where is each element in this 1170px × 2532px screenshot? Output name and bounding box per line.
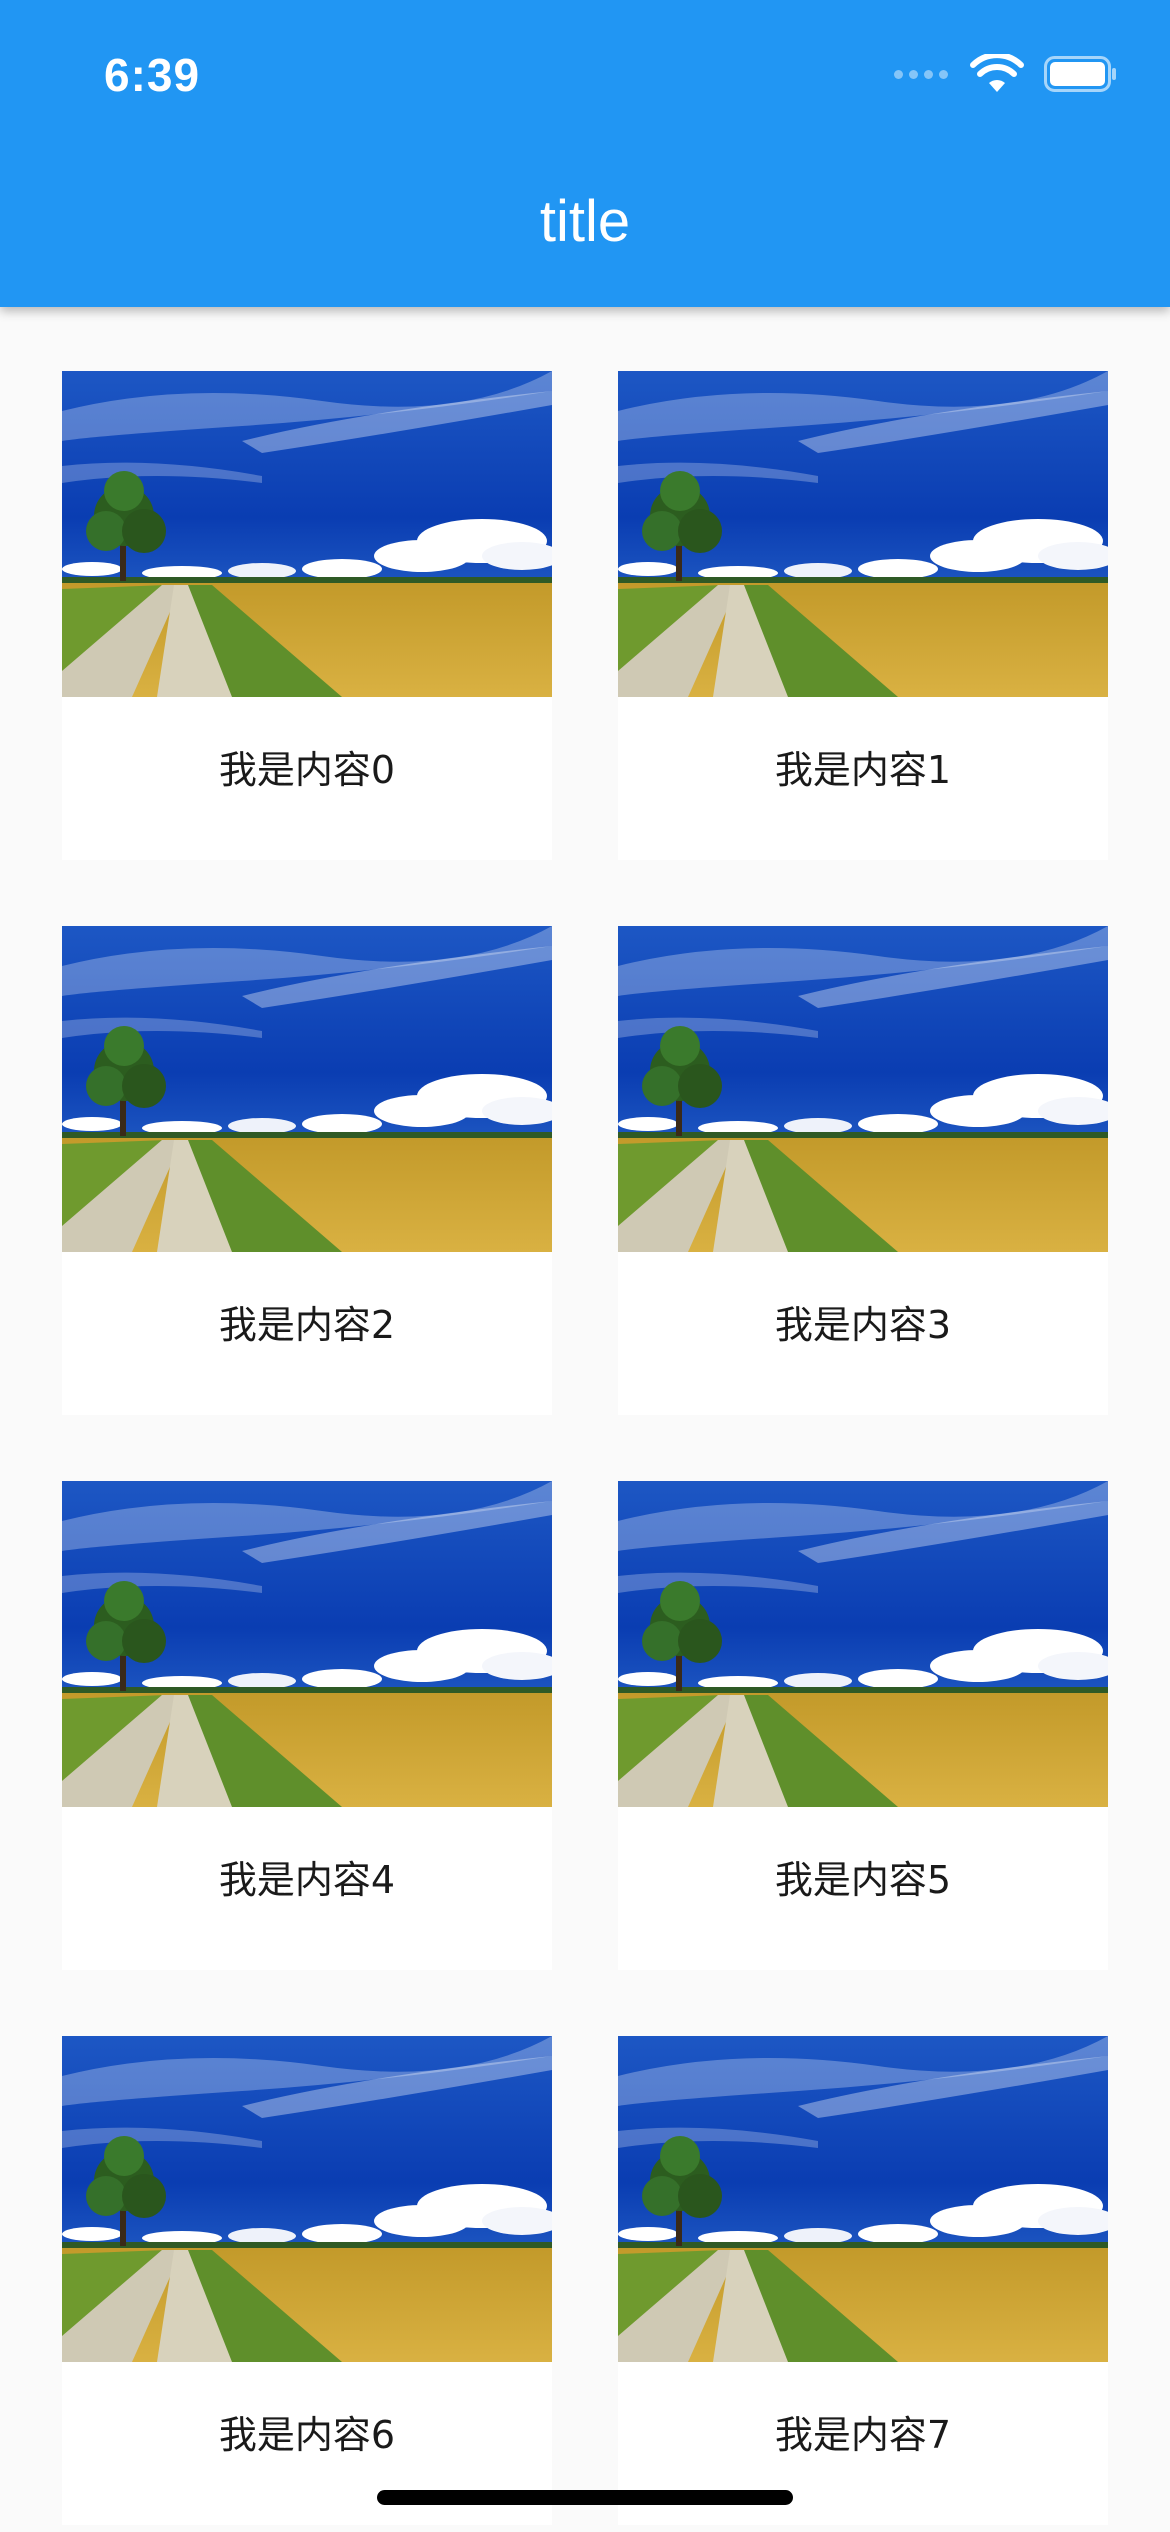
landscape-image: [618, 371, 1108, 697]
grid-card-4[interactable]: 我是内容4: [62, 1481, 552, 1970]
card-label: 我是内容0: [218, 748, 396, 792]
card-label: 我是内容7: [774, 2413, 952, 2457]
content-grid: 我是内容0 我是内容1 我是内容2 我是内容3 我是内容4 我是内容5 我是内容…: [62, 371, 1108, 2525]
card-label: 我是内容2: [218, 1303, 396, 1347]
status-time: 6:39: [104, 49, 201, 101]
card-label: 我是内容4: [218, 1858, 396, 1902]
landscape-image: [62, 2036, 552, 2362]
page-title: title: [539, 189, 631, 254]
landscape-image: [618, 926, 1108, 1252]
card-label: 我是内容1: [774, 748, 952, 792]
status-icons: [894, 50, 1118, 98]
card-label: 我是内容5: [774, 1858, 952, 1902]
home-indicator[interactable]: [377, 2490, 793, 2505]
battery-icon: [1044, 56, 1116, 92]
grid-card-3[interactable]: 我是内容3: [618, 926, 1108, 1415]
landscape-image: [618, 2036, 1108, 2362]
landscape-image: [62, 371, 552, 697]
grid-card-6[interactable]: 我是内容6: [62, 2036, 552, 2525]
card-label: 我是内容3: [774, 1303, 952, 1347]
app-bar: 6:39 title: [0, 0, 1170, 307]
landscape-image: [618, 1481, 1108, 1807]
grid-card-0[interactable]: 我是内容0: [62, 371, 552, 860]
landscape-image: [62, 926, 552, 1252]
wifi-icon: [970, 54, 1024, 92]
landscape-image: [62, 1481, 552, 1807]
grid-card-1[interactable]: 我是内容1: [618, 371, 1108, 860]
grid-card-7[interactable]: 我是内容7: [618, 2036, 1108, 2525]
cellular-signal-icon: [894, 69, 948, 79]
card-label: 我是内容6: [218, 2413, 396, 2457]
grid-card-5[interactable]: 我是内容5: [618, 1481, 1108, 1970]
grid-card-2[interactable]: 我是内容2: [62, 926, 552, 1415]
